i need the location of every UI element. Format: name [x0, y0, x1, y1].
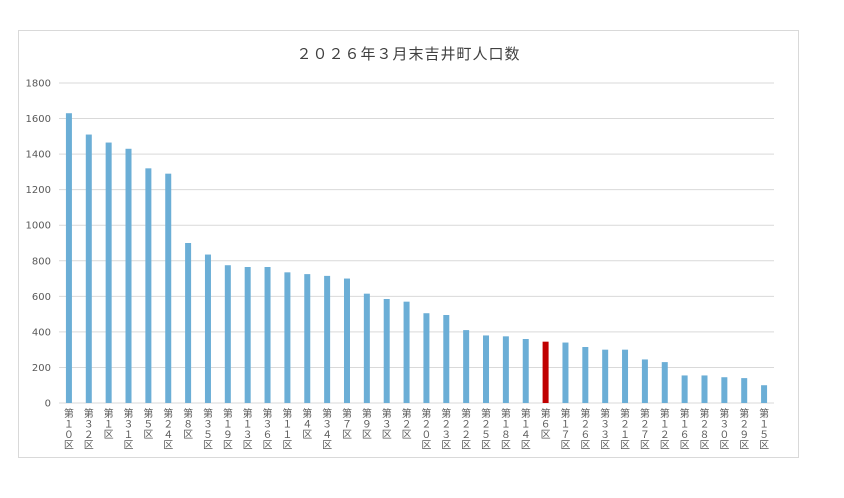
x-category-label: 第１３区 [243, 407, 253, 452]
y-tick-label: 1800 [26, 79, 51, 90]
bar-15 [343, 278, 350, 403]
y-tick-label: 1600 [26, 114, 51, 125]
x-category-label: 第３４区 [322, 407, 332, 452]
y-tick-label: 1000 [26, 221, 51, 232]
chart-frame: ２０２６年３月末吉井町人口数 0 200 400 600 800 1000 1200 1400… [18, 30, 799, 458]
x-category-label: 第９区 [362, 407, 372, 441]
x-category-label: 第３２区 [84, 407, 94, 452]
bar-19 [423, 313, 430, 403]
bar-26 [562, 342, 569, 403]
bar-chart: 0 200 400 600 800 1000 1200 1400 1600 1800 第１０区第３２… [26, 79, 774, 452]
x-category-label: 第１４区 [521, 407, 531, 452]
bar-17 [383, 299, 390, 403]
x-category-label: 第７区 [342, 407, 352, 441]
bar-2 [85, 134, 92, 404]
y-tick-label: 600 [32, 292, 51, 303]
x-category-label: 第１０区 [64, 407, 74, 452]
x-category-label: 第３６区 [263, 407, 273, 452]
bar-3 [105, 142, 112, 404]
bar-27 [582, 347, 589, 403]
x-category-label: 第２７区 [640, 407, 650, 452]
x-category-label: 第８区 [183, 407, 193, 441]
y-tick-label: 800 [32, 256, 51, 267]
bar-21 [463, 330, 470, 403]
bar-28 [602, 349, 609, 403]
x-category-label: 第３１区 [124, 407, 134, 452]
x-category-label: 第１５区 [759, 407, 769, 452]
bar-31 [661, 362, 668, 403]
bar-18 [403, 301, 410, 403]
bar-32 [681, 375, 688, 403]
x-category-label: 第２５区 [481, 407, 491, 452]
x-category-label: 第１８区 [501, 407, 511, 452]
bar-6 [165, 173, 172, 403]
bar-23 [502, 336, 509, 403]
x-category-label: 第１６区 [680, 407, 690, 452]
y-tick-label: 400 [32, 327, 51, 338]
x-category-label: 第１９区 [223, 407, 233, 452]
y-tick-label: 200 [32, 363, 51, 374]
bar-1 [65, 113, 72, 403]
bar-14 [324, 275, 331, 403]
bar-4 [125, 148, 132, 403]
x-category-label: 第１２区 [660, 407, 670, 452]
x-category-label: 第３区 [382, 407, 392, 441]
bar-9 [224, 265, 231, 403]
bar-30 [641, 359, 648, 403]
x-category-label: 第１７区 [560, 407, 570, 452]
bar-10 [244, 267, 251, 403]
bar-36 [761, 385, 768, 403]
bar-25 [542, 341, 549, 403]
x-category-label: 第２９区 [739, 407, 749, 452]
x-category-label: 第２８区 [699, 407, 709, 452]
x-category-label: 第２６区 [580, 407, 590, 452]
bar-12 [284, 272, 291, 403]
bar-22 [483, 335, 490, 403]
x-category-label: 第３３区 [600, 407, 610, 452]
y-tick-label: 1200 [26, 185, 51, 196]
x-category-label: 第２１区 [620, 407, 630, 452]
bar-7 [185, 243, 192, 403]
bar-20 [443, 315, 450, 403]
chart-title: ２０２６年３月末吉井町人口数 [296, 45, 521, 63]
bar-8 [204, 254, 211, 403]
x-category-label: 第２４区 [163, 407, 173, 452]
bar-11 [264, 267, 271, 403]
x-category-label: 第２０区 [421, 407, 431, 452]
bar-16 [363, 293, 370, 403]
x-category-label: 第２２区 [461, 407, 471, 452]
bar-33 [701, 375, 708, 403]
x-category-label: 第３０区 [719, 407, 729, 452]
bar-34 [721, 377, 728, 403]
bar-35 [741, 378, 748, 403]
bar-29 [622, 349, 629, 403]
x-category-label: 第１区 [104, 407, 114, 441]
bar-5 [145, 168, 152, 403]
x-category-label: 第３５区 [203, 407, 213, 452]
x-category-label: 第２区 [402, 407, 412, 441]
x-category-label: 第２３区 [441, 407, 451, 452]
x-category-label: 第１１区 [282, 407, 292, 452]
bar-24 [522, 339, 529, 403]
x-category-label: 第４区 [302, 407, 312, 441]
bar-13 [304, 274, 311, 403]
x-category-label: 第５区 [143, 407, 153, 441]
y-tick-label: 0 [45, 399, 51, 410]
x-category-label: 第６区 [541, 407, 551, 441]
y-tick-label: 1400 [26, 150, 51, 161]
